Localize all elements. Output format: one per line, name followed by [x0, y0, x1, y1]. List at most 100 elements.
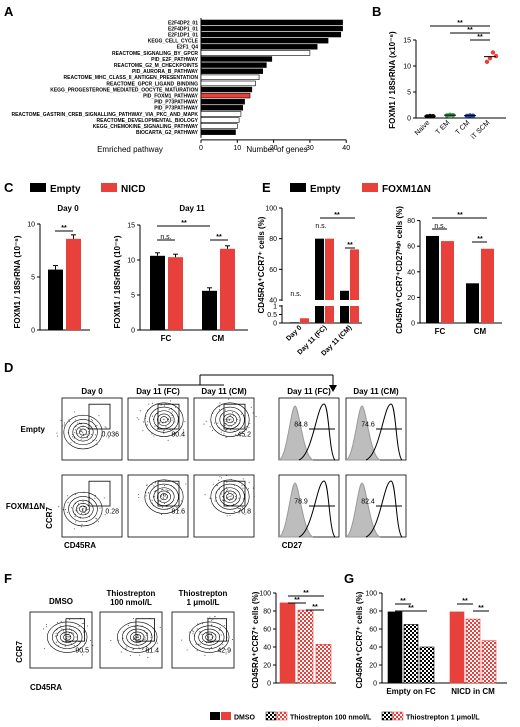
a-pathway-label: REACTOME_SIGNALING_BY_GPCR — [112, 51, 198, 57]
f-plot-title: DMSO — [49, 597, 73, 606]
legend-swatch-100nm-black — [266, 712, 276, 720]
f-sig: ** — [294, 597, 300, 604]
a-bar — [201, 57, 272, 62]
d-gate-value: 70.8 — [237, 508, 251, 515]
c-day11-ytick-label: 5 — [131, 293, 135, 300]
e-right-sig: ** — [477, 236, 483, 243]
f-plot-dot — [90, 640, 91, 641]
b-sig-label: ** — [467, 27, 473, 34]
d-plot-dot — [168, 440, 169, 441]
f-plot-dot — [206, 633, 207, 634]
f-plot-dot — [222, 644, 223, 645]
f-gate-value: 81.4 — [145, 647, 159, 654]
e-right-sig: n.s. — [434, 223, 445, 230]
d-plot-dot — [140, 410, 141, 411]
a-xtick-label: 0 — [199, 145, 203, 152]
c-legend-nicd: NICD — [121, 184, 145, 195]
d-plot-dot — [183, 429, 184, 430]
d-plot-dot — [154, 496, 155, 497]
g-ytick-label: 20 — [369, 663, 377, 670]
panel-label-a: A — [4, 4, 14, 19]
legend-swatch-100nm-red — [277, 712, 287, 720]
f-plot-dot — [65, 646, 66, 647]
d-row-label: Empty — [21, 425, 46, 434]
d-plot-dot — [87, 509, 88, 510]
d-plot-dot — [75, 516, 76, 517]
f-bar — [280, 603, 295, 683]
f-plot-dot — [138, 637, 139, 638]
f-plot-dot — [110, 640, 111, 641]
d-plot-dot — [82, 511, 83, 512]
f-plot-dot — [151, 637, 152, 638]
d-gate-value: 45.2 — [237, 431, 251, 438]
d-plot-dot — [145, 418, 146, 419]
b-sig-label: ** — [477, 34, 483, 41]
e-right-sig: ** — [457, 212, 463, 219]
d-plot-dot — [78, 503, 79, 504]
d-plot-dot — [253, 488, 254, 489]
d-plot-dot — [148, 492, 149, 493]
f-plot-dot — [118, 640, 119, 641]
d-plot-dot — [167, 492, 168, 493]
a-bar — [201, 63, 266, 68]
b-xtick-label: T CM — [454, 119, 471, 136]
e-left-bar — [350, 249, 359, 300]
d-plot-dot — [229, 496, 230, 497]
d-plot-dot — [81, 526, 82, 527]
d-plot-dot — [242, 488, 243, 489]
d-plot-dot — [165, 495, 166, 496]
f-plot-dot — [204, 655, 205, 656]
f-plot-dot — [181, 640, 182, 641]
panel-a-ylabel: Emriched pathway — [97, 145, 163, 154]
d-col-title: Day 0 — [81, 387, 103, 396]
d-plot-dot — [221, 432, 222, 433]
f-plot-dot — [224, 625, 225, 626]
f-bar-ytick-label: 100 — [259, 591, 271, 598]
c-day11-bar — [168, 257, 183, 330]
a-pathway-label: PID_P73PATHWAY — [154, 106, 198, 112]
f-plot-dot — [197, 650, 198, 651]
d-plot-dot — [203, 424, 204, 425]
f-bar — [316, 644, 331, 683]
c-day11-bar — [202, 291, 217, 330]
f-plot-dot — [125, 648, 126, 649]
d-hist-title: Day 11 (CM) — [353, 387, 399, 396]
panel-label-e: E — [262, 180, 271, 195]
legend-swatch-1um-red — [393, 712, 403, 720]
d-plot-dot — [235, 434, 236, 435]
d-plot-dot — [152, 500, 153, 501]
f-plot-dot — [46, 624, 47, 625]
panel-label-b: B — [372, 4, 381, 19]
f-plot-dot — [212, 637, 213, 638]
d-plot-dot — [96, 518, 97, 519]
f-plot-dot — [137, 637, 138, 638]
f-plot-frame — [30, 612, 92, 668]
f-plot-dot — [138, 636, 139, 637]
d-plot-dot — [226, 482, 227, 483]
d-plot-dot — [147, 425, 148, 426]
legend-swatch-dmso-red — [221, 712, 231, 720]
c-legend-swatch-empty — [30, 183, 46, 192]
d-plot-dot — [223, 500, 224, 501]
e-left-sig: n.s. — [315, 223, 326, 230]
f-plot-dot — [82, 623, 83, 624]
d-plot-dot — [71, 507, 72, 508]
b-ytick-label: 0 — [407, 116, 411, 123]
f-plot-dot — [63, 630, 64, 631]
f-plot-dot — [121, 652, 122, 653]
d-plot-dot — [228, 419, 229, 420]
d-plot-dot — [96, 425, 97, 426]
d-plot-dot — [161, 489, 162, 490]
f-plot-dot — [192, 630, 193, 631]
d-plot-dot — [60, 420, 61, 421]
d-plot-dot — [74, 528, 75, 529]
e-left-sig: ** — [347, 242, 353, 249]
d-plot-dot — [81, 430, 82, 431]
e-left-sig: ** — [334, 212, 340, 219]
d-plot-dot — [226, 437, 227, 438]
a-bar — [201, 81, 255, 86]
d-plot-dot — [83, 434, 84, 435]
d-plot-dot — [58, 506, 59, 507]
e-left-sig: n.s. — [290, 291, 301, 298]
f-plot-dot — [74, 645, 75, 646]
